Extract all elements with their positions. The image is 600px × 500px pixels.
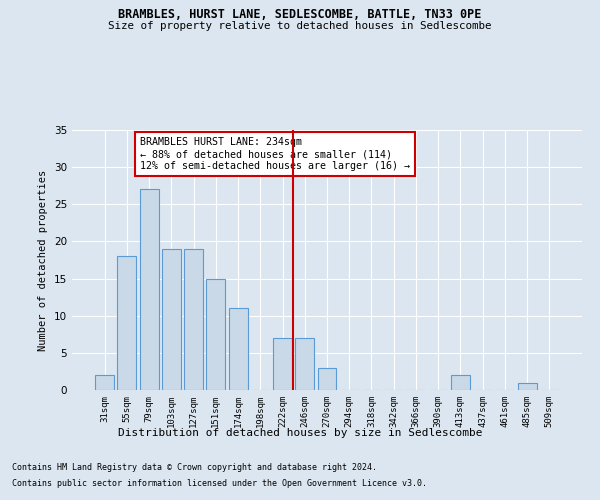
Bar: [273, 338, 292, 390]
Text: Size of property relative to detached houses in Sedlescombe: Size of property relative to detached ho…: [108, 21, 492, 31]
Bar: [229, 308, 248, 390]
Bar: [118, 256, 136, 390]
Bar: [451, 375, 470, 390]
Text: Contains HM Land Registry data © Crown copyright and database right 2024.: Contains HM Land Registry data © Crown c…: [12, 464, 377, 472]
Bar: [206, 278, 225, 390]
Text: Distribution of detached houses by size in Sedlescombe: Distribution of detached houses by size …: [118, 428, 482, 438]
Bar: [518, 382, 536, 390]
Text: BRAMBLES HURST LANE: 234sqm
← 88% of detached houses are smaller (114)
12% of se: BRAMBLES HURST LANE: 234sqm ← 88% of det…: [140, 138, 410, 170]
Bar: [162, 249, 181, 390]
Bar: [95, 375, 114, 390]
Bar: [140, 190, 158, 390]
Text: Contains public sector information licensed under the Open Government Licence v3: Contains public sector information licen…: [12, 478, 427, 488]
Bar: [317, 368, 337, 390]
Bar: [295, 338, 314, 390]
Bar: [184, 249, 203, 390]
Text: BRAMBLES, HURST LANE, SEDLESCOMBE, BATTLE, TN33 0PE: BRAMBLES, HURST LANE, SEDLESCOMBE, BATTL…: [118, 8, 482, 20]
Y-axis label: Number of detached properties: Number of detached properties: [38, 170, 49, 350]
